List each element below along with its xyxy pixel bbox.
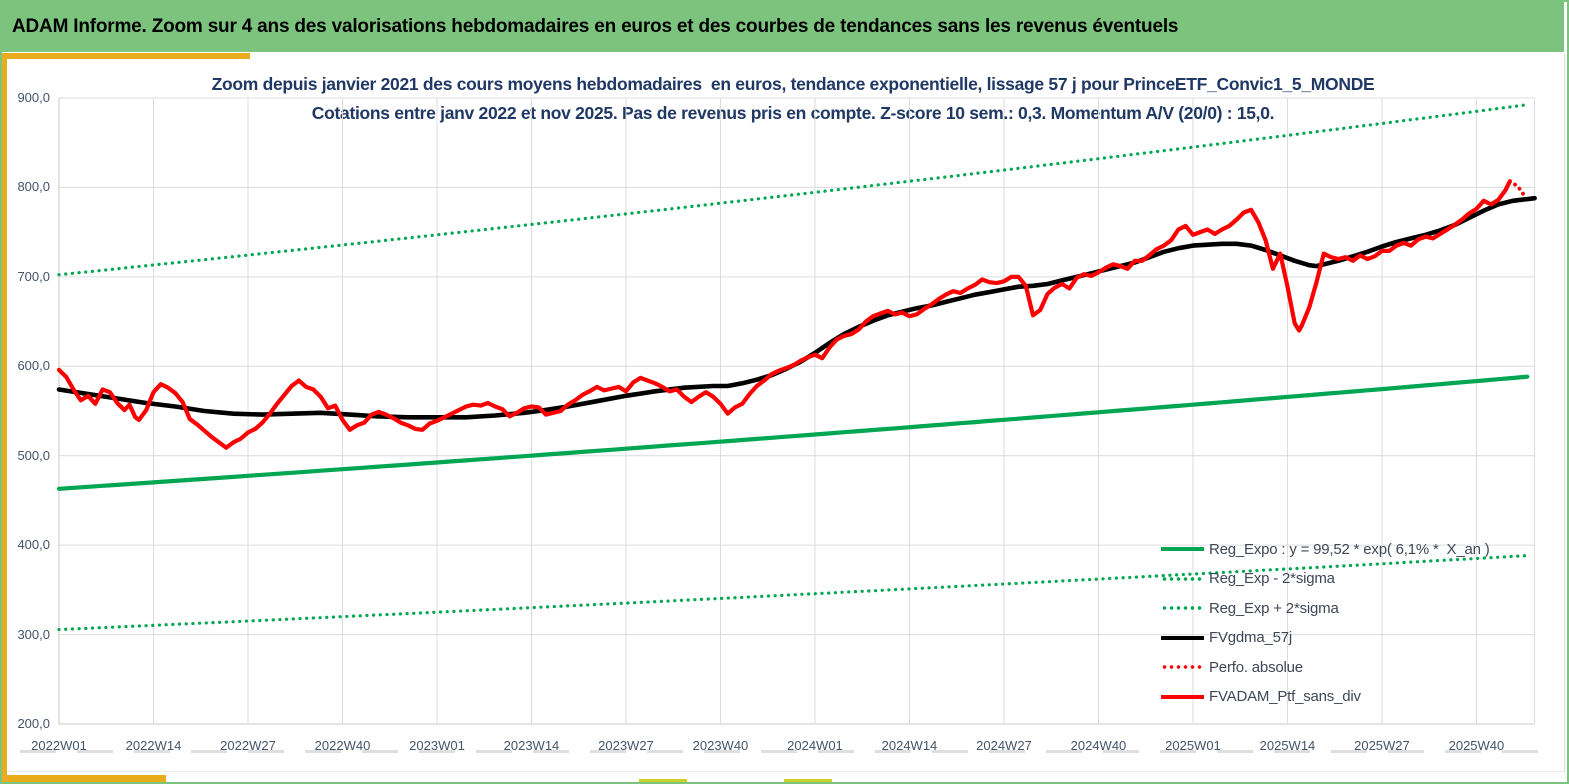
x-tick-label: 2025W40 [1448, 738, 1505, 753]
legend-label: FVADAM_Ptf_sans_div [1209, 688, 1361, 706]
y-tick-label: 800,0 [17, 179, 50, 195]
legend-item-perfo-absolue[interactable]: Perfo. absolue [1161, 657, 1490, 677]
column-edge-line [1564, 53, 1565, 772]
x-tick-label: 2022W27 [220, 738, 276, 753]
legend-label: Reg_Exp - 2*sigma [1209, 570, 1335, 588]
black-solid-line-swatch [1161, 635, 1204, 640]
green-dotted-line-swatch [1161, 606, 1204, 611]
legend-item-fvadam-ptf-sans-div[interactable]: FVADAM_Ptf_sans_div [1161, 687, 1490, 707]
x-tick-label: 2024W40 [1070, 738, 1127, 753]
red-solid-line-swatch [1161, 694, 1204, 699]
chart-title: Zoom depuis janvier 2021 des cours moyen… [211, 74, 1375, 94]
red-dotted-line-swatch [1161, 665, 1204, 670]
x-tick-label: 2023W01 [409, 738, 465, 753]
x-tick-label: 2024W01 [787, 738, 843, 753]
report-header-band: ADAM Informe. Zoom sur 4 ans des valoris… [2, 2, 1564, 52]
cut-off-text-row [20, 750, 1542, 753]
amber-accent-top-bar [3, 53, 250, 59]
x-tick-label: 2023W40 [692, 738, 749, 753]
y-tick-label: 600,0 [17, 358, 50, 374]
chart-legend[interactable]: Reg_Expo : y = 99,52 * exp( 6,1% * X_an … [1161, 539, 1490, 717]
legend-label: Perfo. absolue [1209, 658, 1303, 676]
legend-label: FVgdma_57j [1209, 629, 1293, 647]
legend-item-reg-expo[interactable]: Reg_Expo : y = 99,52 * exp( 6,1% * X_an … [1161, 539, 1490, 559]
x-tick-label: 2022W01 [31, 738, 87, 753]
x-tick-label: 2022W40 [314, 738, 371, 753]
y-tick-label: 300,0 [17, 626, 50, 642]
y-tick-label: 500,0 [17, 447, 50, 463]
green-dotted-line-swatch [1161, 576, 1204, 581]
row-boundary-line [7, 771, 1564, 772]
amber-accent-bottom-bar [2, 775, 166, 782]
x-tick-label: 2024W14 [881, 738, 938, 753]
x-tick-label: 2023W14 [503, 738, 560, 753]
x-tick-label: 2025W27 [1354, 738, 1410, 753]
legend-item-reg-exp-plus-2sigma[interactable]: Reg_Exp + 2*sigma [1161, 598, 1490, 618]
legend-item-reg-exp-minus-2sigma[interactable]: Reg_Exp - 2*sigma [1161, 569, 1490, 589]
y-tick-label: 200,0 [17, 716, 50, 731]
y-tick-label: 900,0 [17, 90, 50, 105]
amber-accent-left-bar [2, 53, 7, 782]
legend-item-fvgdma-57j[interactable]: FVgdma_57j [1161, 628, 1490, 648]
legend-label: Reg_Exp + 2*sigma [1209, 599, 1339, 617]
green-solid-line-swatch [1161, 547, 1204, 551]
y-tick-label: 400,0 [17, 537, 50, 553]
chart-subtitle: Cotations entre janv 2022 et nov 2025. P… [311, 103, 1275, 123]
report-title: ADAM Informe. Zoom sur 4 ans des valoris… [12, 16, 1179, 37]
x-tick-label: 2025W14 [1259, 738, 1316, 753]
sheet-tab-sliver-1[interactable] [639, 779, 687, 782]
y-tick-label: 700,0 [17, 268, 50, 284]
sheet-tab-sliver-2[interactable] [784, 779, 832, 782]
x-tick-label: 2024W27 [976, 738, 1032, 753]
x-tick-label: 2023W27 [598, 738, 654, 753]
x-tick-label: 2022W14 [125, 738, 182, 753]
legend-label: Reg_Expo : y = 99,52 * exp( 6,1% * X_an … [1209, 540, 1490, 558]
x-tick-label: 2025W01 [1165, 738, 1221, 753]
